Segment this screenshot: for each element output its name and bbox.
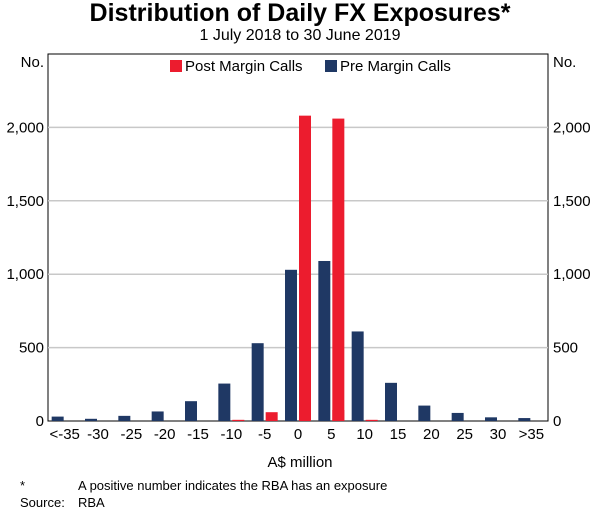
bar-pre-margin-calls <box>151 411 164 421</box>
x-tick-label: -15 <box>187 426 209 443</box>
footnote-text: A positive number indicates the RBA has … <box>78 478 388 493</box>
x-tick-label: 15 <box>390 426 407 443</box>
x-tick-label: 5 <box>327 426 335 443</box>
bar-pre-margin-calls <box>418 405 431 421</box>
bar-pre-margin-calls <box>518 418 531 421</box>
y-tick-label-left: 0 <box>36 413 44 430</box>
bar-post-margin-calls <box>332 409 345 421</box>
legend-label-post: Post Margin Calls <box>185 58 303 75</box>
x-tick-label: 25 <box>456 426 473 443</box>
bar-pre-margin-calls <box>118 415 131 421</box>
bar-pre-margin-calls <box>85 418 97 421</box>
x-ticks: <-35 -30 -25 -20 -15 -10 -5 0 5 10 15 20 25 30 >35 <box>49 426 544 443</box>
source-text: RBA <box>78 495 105 510</box>
x-tick-label: 30 <box>490 426 507 443</box>
y-tick-label-left: 500 <box>19 340 44 357</box>
footnote: * A positive number indicates the RBA has… <box>20 478 387 493</box>
y-axis-unit-left: No. <box>21 54 44 71</box>
bar-post-margin-calls <box>265 412 278 421</box>
y-tick-label-left: 1,000 <box>6 266 44 283</box>
x-tick-label: 20 <box>423 426 440 443</box>
x-tick-label: <-35 <box>49 426 79 443</box>
y-tick-label-right: 500 <box>553 340 578 357</box>
bar-post-margin-calls <box>332 118 345 421</box>
x-tick-label: -25 <box>120 426 142 443</box>
y-tick-label-left: 2,000 <box>6 119 44 136</box>
bar-pre-margin-calls <box>351 331 364 421</box>
source-line: Source: RBA <box>20 495 105 510</box>
chart-subtitle: 1 July 2018 to 30 June 2019 <box>199 27 400 44</box>
bar-pre-margin-calls <box>451 412 464 421</box>
x-tick-label: -10 <box>220 426 242 443</box>
bar-post-margin-calls <box>299 115 311 421</box>
chart-title: Distribution of Daily FX Exposures* <box>90 0 511 27</box>
bar-post-margin-calls <box>365 419 378 421</box>
y-tick-label-right: 0 <box>553 413 561 430</box>
x-tick-label: -30 <box>87 426 109 443</box>
bar-pre-margin-calls <box>318 260 331 421</box>
bar-pre-margin-calls <box>251 343 264 421</box>
footnote-marker: * <box>20 478 26 493</box>
y-ticks: 0 0 500 500 1,000 1,000 1,500 1,500 2,000 2,000 <box>6 119 590 430</box>
legend-swatch-post <box>170 60 182 72</box>
bar-pre-margin-calls <box>185 401 197 421</box>
legend-label-pre: Pre Margin Calls <box>340 58 451 75</box>
y-tick-label-right: 1,000 <box>553 266 591 283</box>
legend: Post Margin Calls Pre Margin Calls <box>170 58 451 75</box>
y-tick-label-right: 2,000 <box>553 119 591 136</box>
x-tick-label: -20 <box>154 426 176 443</box>
source-label: Source: <box>20 495 65 510</box>
plot-border <box>47 53 549 422</box>
bar-post-margin-calls <box>232 419 245 421</box>
bars <box>51 115 531 421</box>
bar-pre-margin-calls <box>485 417 497 421</box>
y-axis-unit-right: No. <box>553 54 576 71</box>
y-tick-label-left: 1,500 <box>6 193 44 210</box>
x-axis-label: A$ million <box>267 454 332 471</box>
x-tick-label: 10 <box>356 426 373 443</box>
bar-pre-margin-calls <box>218 383 231 421</box>
gridlines <box>48 126 548 349</box>
y-tick-label-right: 1,500 <box>553 193 591 210</box>
legend-swatch-pre <box>325 60 337 72</box>
x-tick-label: -5 <box>258 426 271 443</box>
bar-pre-margin-calls <box>51 416 64 421</box>
x-tick-label: >35 <box>519 426 544 443</box>
bar-pre-margin-calls <box>285 269 297 421</box>
bar-pre-margin-calls <box>385 382 397 421</box>
x-tick-label: 0 <box>294 426 302 443</box>
